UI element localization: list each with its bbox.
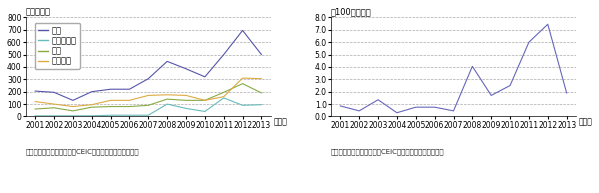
Text: （年）: （年） <box>579 118 592 126</box>
Text: （100万ドル）: （100万ドル） <box>331 8 372 16</box>
Text: 資料：ブラジル中央銀行、CEICデータベースから作成。: 資料：ブラジル中央銀行、CEICデータベースから作成。 <box>26 148 140 155</box>
Text: （年）: （年） <box>273 118 287 126</box>
Text: （億ドル）: （億ドル） <box>26 8 51 16</box>
Text: 資料：ブラジル中央銀行、CEICデータベースから作成。: 資料：ブラジル中央銀行、CEICデータベースから作成。 <box>331 148 444 155</box>
Legend: 全体, 鉱業、農業, 製造, サービス: 全体, 鉱業、農業, 製造, サービス <box>35 23 80 69</box>
